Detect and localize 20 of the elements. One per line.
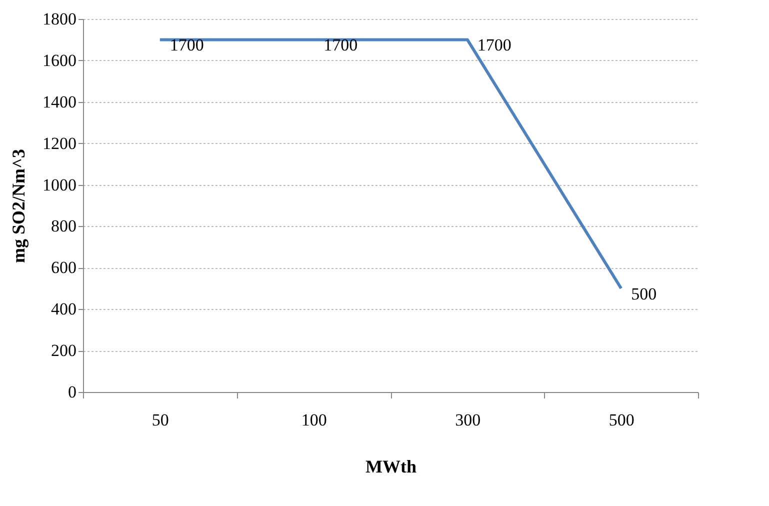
y-tick-label: 1400 <box>42 92 76 112</box>
y-tick-label: 1000 <box>42 175 76 194</box>
y-tick-label: 200 <box>51 341 76 360</box>
y-tick-label: 1200 <box>42 134 76 153</box>
data-label: 500 <box>631 284 657 304</box>
data-label: 1700 <box>170 36 204 55</box>
x-tick-label: 300 <box>455 410 481 430</box>
x-axis-title: MWth <box>366 456 416 476</box>
y-tick-label: 400 <box>51 300 76 319</box>
data-label: 1700 <box>324 36 358 55</box>
y-tick-label: 800 <box>51 216 76 236</box>
y-axis-title: mg SO2/Nm^3 <box>8 149 28 263</box>
y-tick-label: 0 <box>68 382 76 402</box>
x-tick-label: 500 <box>608 410 634 430</box>
data-label: 1700 <box>477 36 512 55</box>
y-tick-label: 600 <box>51 258 76 278</box>
y-tick-label: 1600 <box>42 50 76 70</box>
x-tick-label: 50 <box>152 410 169 430</box>
y-tick-label: 1800 <box>42 10 76 28</box>
x-tick-label: 100 <box>301 410 327 430</box>
